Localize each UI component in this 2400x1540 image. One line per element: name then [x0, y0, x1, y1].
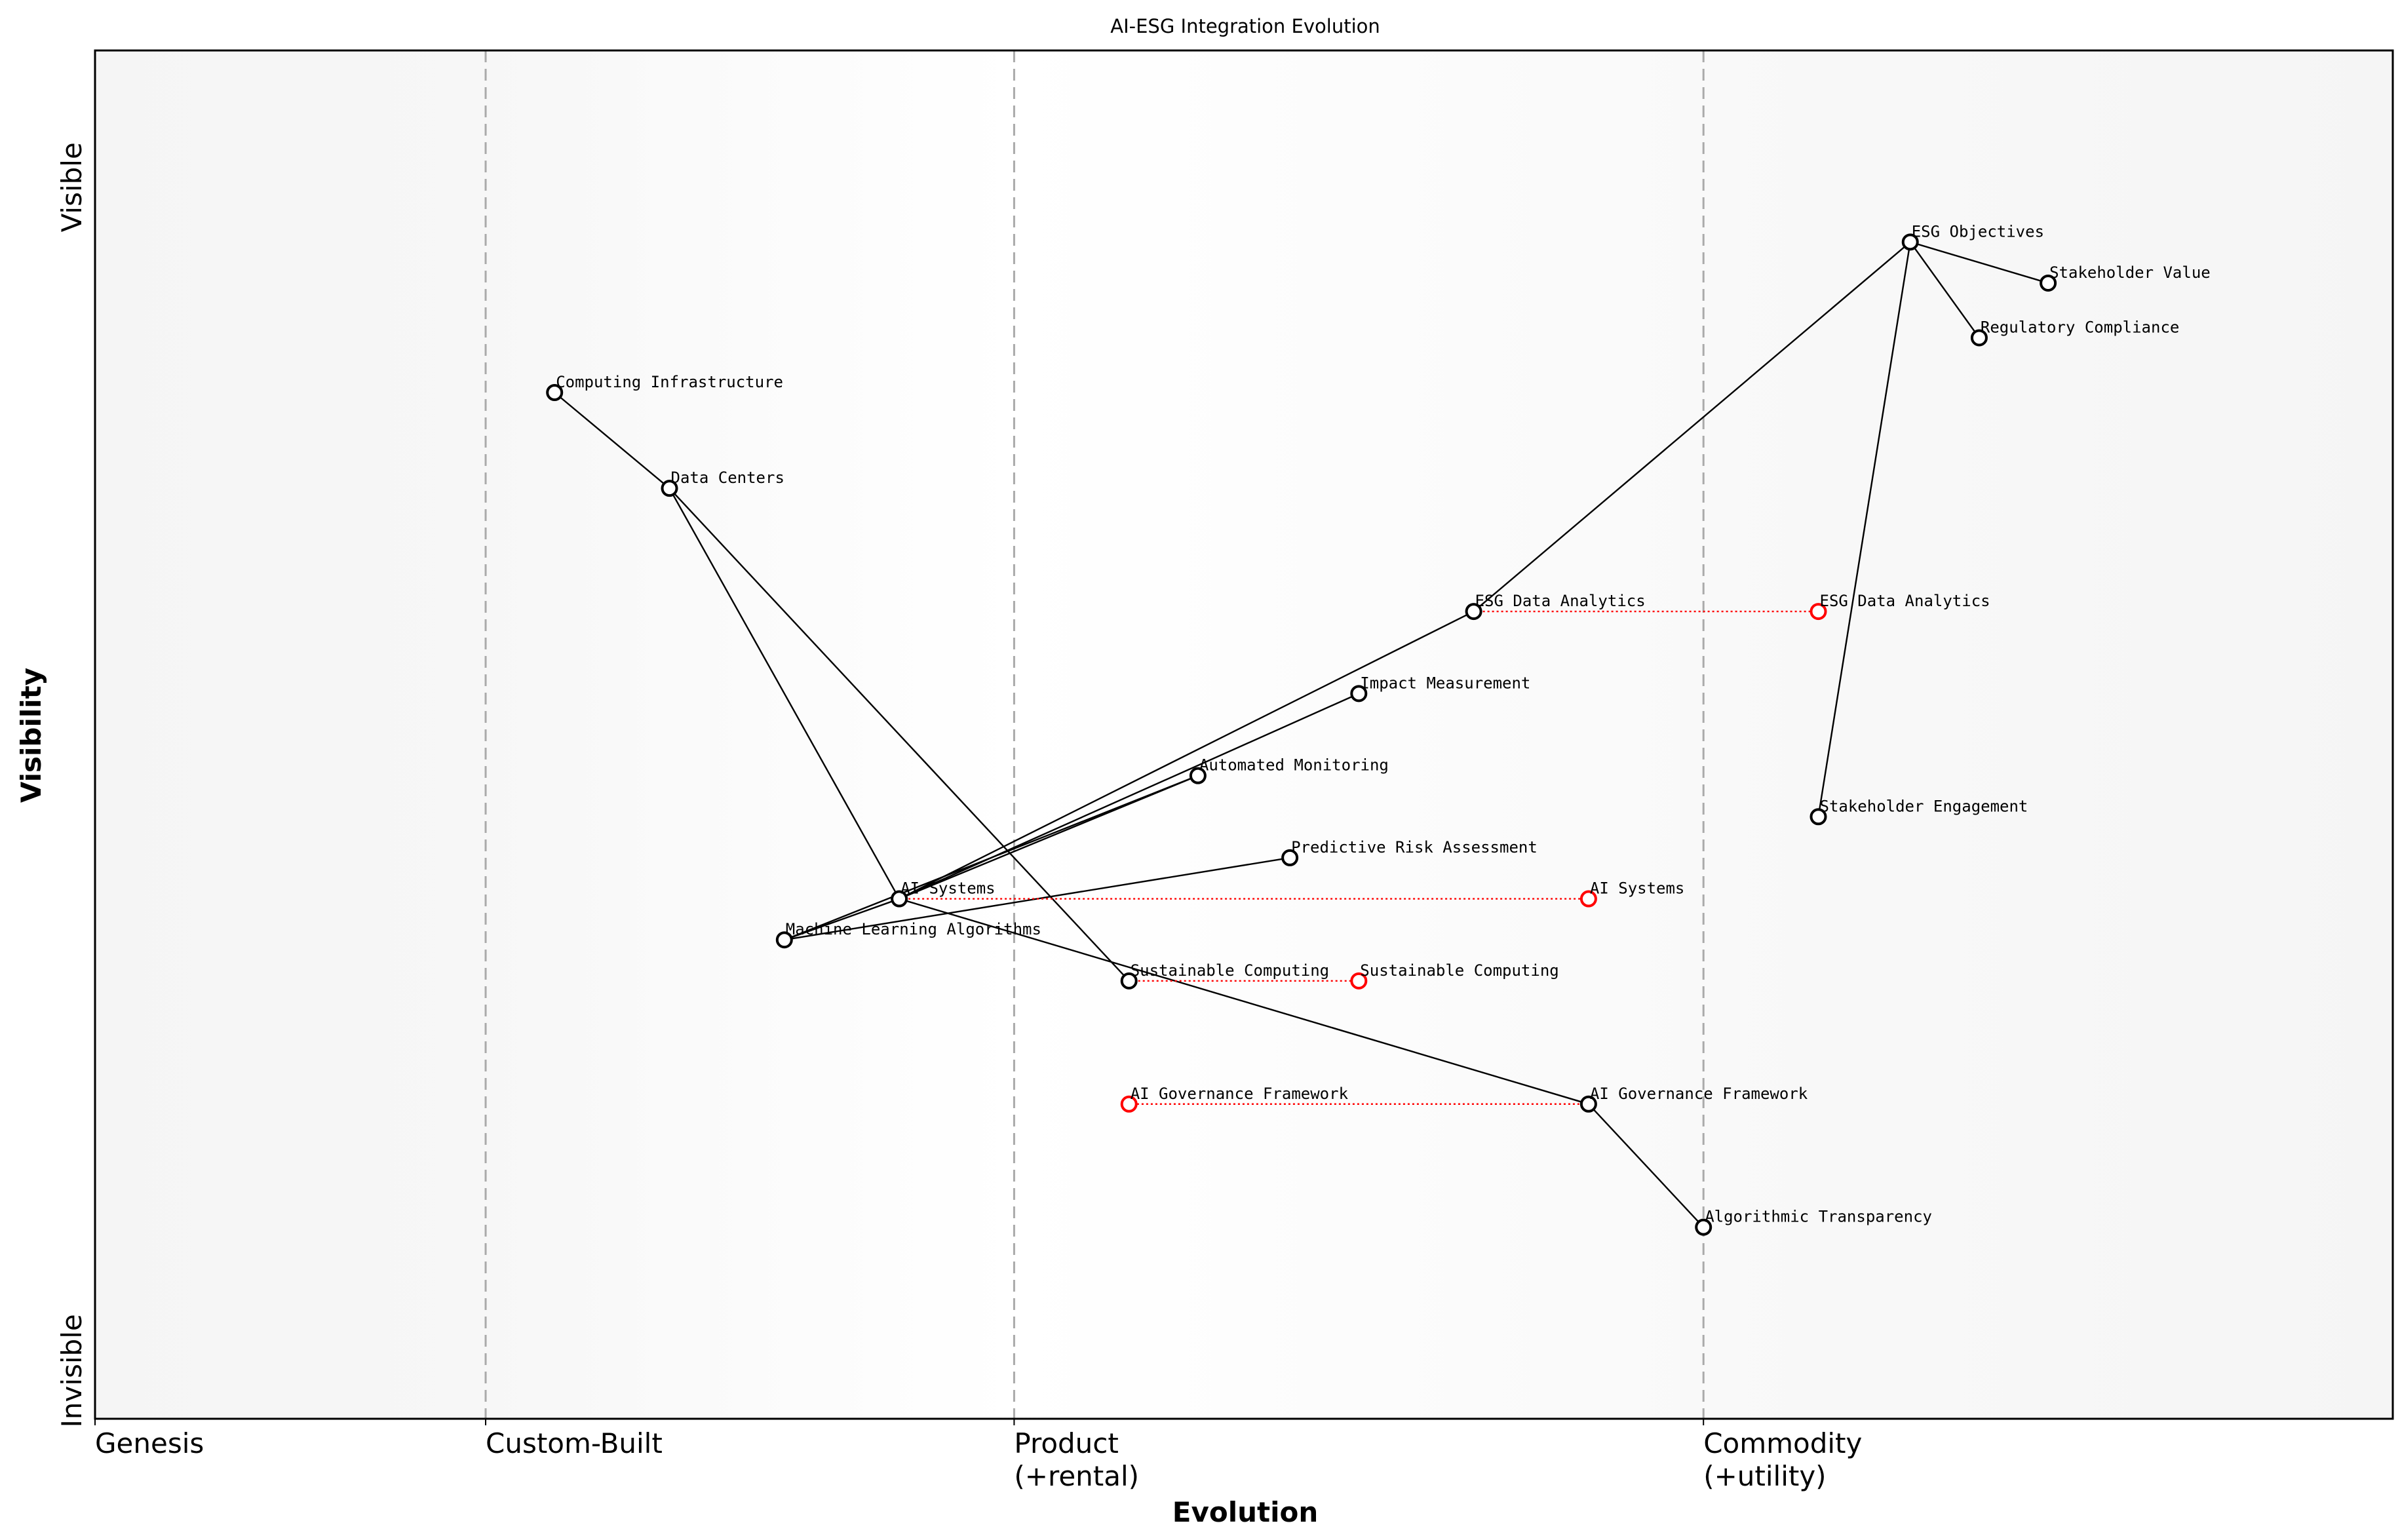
component-label: AI Systems [900, 879, 996, 898]
dependency-link [784, 775, 1199, 941]
component-label: Stakeholder Engagement [1820, 797, 2028, 815]
dependency-link [1473, 241, 1911, 612]
component-label: Sustainable Computing [1131, 961, 1329, 980]
component-label: Stakeholder Value [2049, 263, 2211, 282]
component-marker [1350, 685, 1368, 703]
component-marker [1465, 603, 1482, 621]
dependency-link [1817, 242, 1911, 817]
x-tick-label: Product (+rental) [1014, 1427, 1139, 1492]
component-label: ESG Objectives [1912, 222, 2044, 241]
dependency-link [899, 898, 1589, 1105]
x-tick-label-line: (+utility) [1703, 1460, 1826, 1492]
evolved-component-marker [1350, 972, 1368, 990]
x-tick-label: Commodity (+utility) [1703, 1427, 1862, 1492]
component-label: Automated Monitoring [1199, 756, 1389, 775]
evolved-component-marker [1120, 1095, 1138, 1113]
component-marker [1120, 972, 1138, 990]
dependency-link [1909, 241, 1980, 339]
evolved-component-label: Sustainable Computing [1360, 961, 1558, 980]
x-tick-label-line: Genesis [95, 1427, 204, 1459]
dependency-link [668, 488, 900, 900]
component-label: Algorithmic Transparency [1705, 1208, 1932, 1226]
component-label: Data Centers [671, 469, 784, 487]
component-marker [1810, 808, 1827, 826]
component-label: Machine Learning Algorithms [786, 920, 1041, 938]
component-marker [661, 480, 678, 497]
component-marker [1579, 1095, 1597, 1113]
component-marker [1695, 1218, 1713, 1236]
x-tick-label: Genesis [95, 1427, 204, 1459]
component-marker [891, 890, 908, 908]
component-label: ESG Data Analytics [1475, 592, 1646, 610]
component-marker [1970, 329, 1988, 347]
y-tick-label: Visible [56, 142, 88, 232]
component-marker [1901, 233, 1919, 251]
x-tick-label-line: Product [1014, 1427, 1118, 1459]
component-label: Computing Infrastructure [556, 373, 783, 391]
component-label: Impact Measurement [1360, 674, 1530, 692]
chart-title: AI-ESG Integration Evolution [1110, 15, 1380, 37]
component-marker [1281, 849, 1299, 866]
evolved-component-label: AI Governance Framework [1131, 1085, 1349, 1103]
y-tick-label: Invisible [56, 1314, 88, 1427]
component-marker [775, 931, 793, 949]
dependency-link [899, 611, 1475, 900]
plot-background [95, 50, 2393, 1419]
x-tick-label-line: (+rental) [1014, 1460, 1139, 1492]
component-marker [1189, 767, 1207, 784]
plot-frame [94, 49, 2394, 1420]
x-axis-label: Evolution [1172, 1496, 1318, 1528]
x-tick-label: Custom-Built [486, 1427, 663, 1459]
evolved-component-marker [1579, 890, 1597, 908]
component-label: Predictive Risk Assessment [1291, 838, 1538, 857]
component-label: Regulatory Compliance [1981, 318, 2179, 336]
evolved-component-label: ESG Data Analytics [1820, 592, 1990, 610]
y-axis-label: Visibility [15, 668, 47, 803]
dependency-link [554, 392, 670, 490]
x-tick-label-line: Commodity [1703, 1427, 1862, 1459]
x-tick-label-line: Custom-Built [486, 1427, 663, 1459]
dependency-link [1588, 1103, 1705, 1228]
component-marker [546, 384, 564, 401]
dependency-link [1910, 241, 2049, 284]
evolved-component-label: AI Systems [1590, 879, 1685, 898]
evolved-component-marker [1810, 603, 1827, 621]
component-marker [2040, 274, 2057, 292]
component-label: AI Governance Framework [1590, 1085, 1808, 1103]
